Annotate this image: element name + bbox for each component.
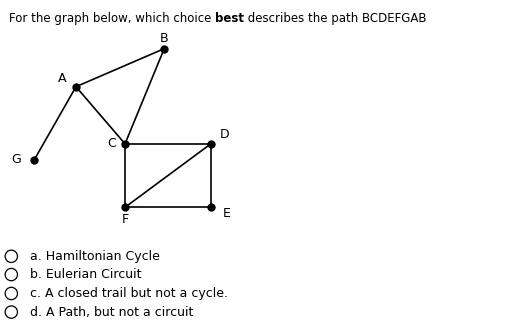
Text: G: G: [11, 153, 21, 166]
Text: For the graph below, which choice: For the graph below, which choice: [9, 12, 215, 25]
Text: b. Eulerian Circuit: b. Eulerian Circuit: [30, 268, 141, 281]
Text: B: B: [160, 32, 169, 45]
Text: D: D: [219, 128, 229, 141]
Text: best: best: [215, 12, 244, 25]
Text: c. A closed trail but not a cycle.: c. A closed trail but not a cycle.: [30, 287, 228, 300]
Text: E: E: [223, 207, 230, 220]
Text: a. Hamiltonian Cycle: a. Hamiltonian Cycle: [30, 250, 160, 263]
Text: C: C: [107, 137, 116, 150]
Text: A: A: [58, 72, 66, 85]
Text: F: F: [121, 213, 128, 226]
Text: describes the path BCDEFGAB: describes the path BCDEFGAB: [244, 12, 427, 25]
Text: d. A Path, but not a circuit: d. A Path, but not a circuit: [30, 305, 193, 319]
